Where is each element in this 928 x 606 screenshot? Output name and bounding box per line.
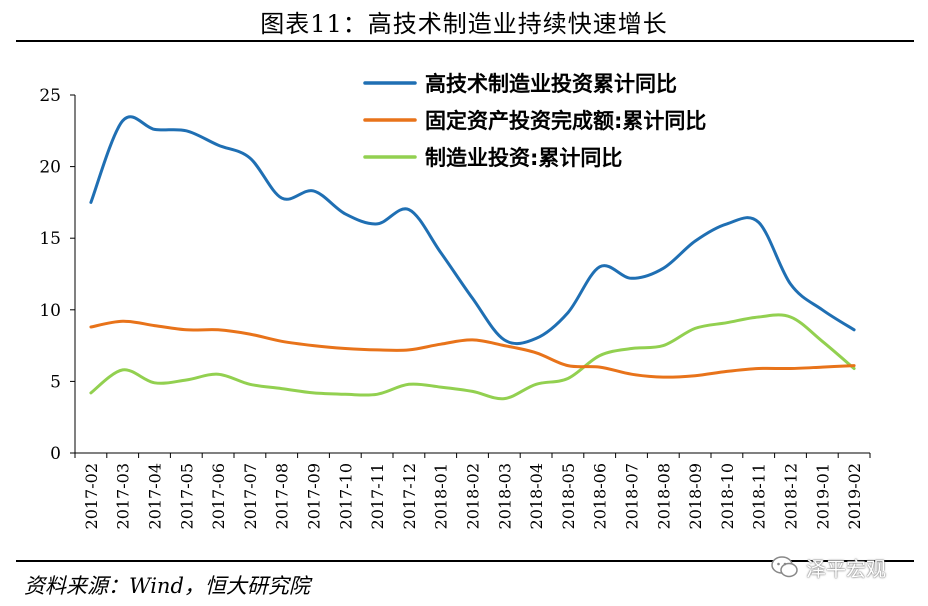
x-tick-label: 2017-03 bbox=[114, 463, 133, 529]
x-tick-label: 2018-07 bbox=[623, 463, 642, 529]
chart-title: 图表11：高技术制造业持续快速增长 bbox=[260, 10, 668, 38]
watermark: 泽平宏观 bbox=[770, 552, 886, 582]
x-tick-label: 2019-01 bbox=[813, 463, 832, 529]
y-tick-label: 25 bbox=[39, 86, 61, 106]
y-tick-label: 5 bbox=[50, 372, 61, 392]
x-tick-label: 2019-02 bbox=[845, 463, 864, 529]
footer-rule bbox=[16, 560, 914, 562]
series-line-2 bbox=[89, 319, 856, 379]
x-tick-label: 2017-12 bbox=[400, 463, 419, 529]
legend-label-1: 高技术制造业投资累计同比 bbox=[425, 72, 677, 96]
x-axis-ticks: 2017-02 2017-03 2017-04 2017-05 2017-06 2017-… bbox=[74, 453, 871, 529]
legend-label-3: 制造业投资:累计同比 bbox=[425, 146, 622, 170]
y-tick-label: 15 bbox=[39, 229, 61, 249]
x-tick-label: 2018-04 bbox=[527, 463, 546, 529]
wechat-icon bbox=[771, 556, 798, 578]
title-rule bbox=[16, 40, 914, 42]
x-tick-label: 2017-10 bbox=[336, 463, 355, 529]
x-tick-label: 2017-09 bbox=[305, 463, 324, 529]
x-tick-label: 2018-05 bbox=[559, 463, 578, 529]
x-tick-label: 2018-08 bbox=[654, 463, 673, 529]
axes bbox=[74, 95, 870, 454]
series-line-1 bbox=[89, 115, 856, 346]
x-tick-label: 2017-11 bbox=[368, 463, 387, 529]
x-tick-label: 2017-04 bbox=[146, 463, 165, 529]
source-note: 资料来源：Wind，恒大研究院 bbox=[24, 574, 310, 598]
x-tick-label: 2018-09 bbox=[686, 463, 705, 529]
x-tick-label: 2018-06 bbox=[591, 463, 610, 529]
x-tick-label: 2017-06 bbox=[209, 463, 228, 529]
y-tick-label: 20 bbox=[39, 158, 61, 178]
x-tick-label: 2018-02 bbox=[464, 463, 483, 529]
x-tick-label: 2018-01 bbox=[432, 463, 451, 529]
series-lines bbox=[89, 115, 856, 401]
y-tick-label: 0 bbox=[50, 444, 61, 464]
y-axis-ticks: 0 5 10 15 20 25 bbox=[39, 86, 75, 464]
x-tick-label: 2018-10 bbox=[718, 463, 737, 529]
x-tick-label: 2018-12 bbox=[782, 463, 801, 529]
y-tick-label: 10 bbox=[39, 301, 61, 321]
legend-label-2: 固定资产投资完成额:累计同比 bbox=[425, 109, 706, 133]
series-line-3 bbox=[89, 313, 856, 401]
watermark-text: 泽平宏观 bbox=[806, 556, 886, 581]
x-tick-label: 2017-08 bbox=[273, 463, 292, 529]
x-tick-label: 2017-05 bbox=[177, 463, 196, 529]
x-tick-label: 2017-07 bbox=[241, 463, 260, 529]
x-tick-label: 2018-03 bbox=[495, 463, 514, 529]
x-tick-label: 2017-02 bbox=[82, 463, 101, 529]
x-tick-label: 2018-11 bbox=[750, 463, 769, 529]
